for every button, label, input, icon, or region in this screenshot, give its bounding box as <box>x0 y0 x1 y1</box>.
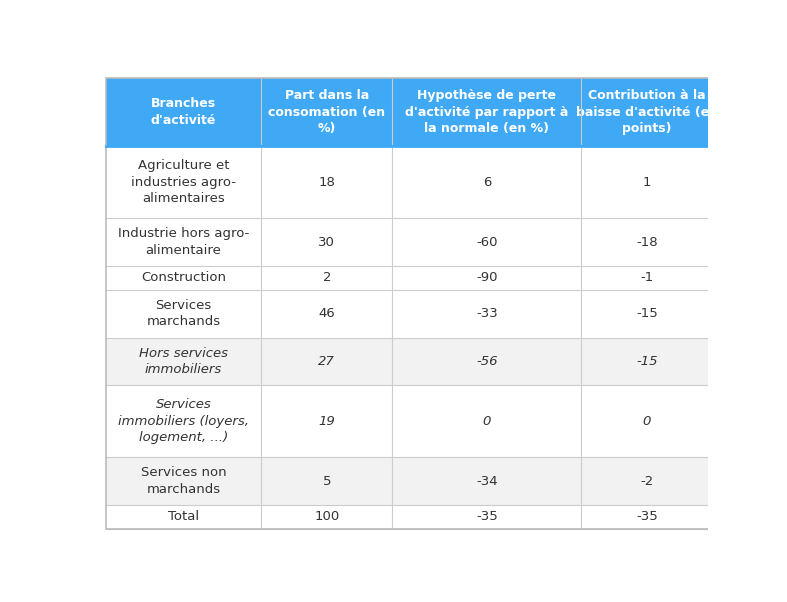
Text: 19: 19 <box>319 415 335 428</box>
Text: 30: 30 <box>319 235 335 249</box>
Text: -56: -56 <box>476 355 497 368</box>
Text: -15: -15 <box>636 355 658 368</box>
Bar <box>105 78 712 146</box>
Text: -60: -60 <box>476 235 497 249</box>
Text: Part dans la
consomation (en
%): Part dans la consomation (en %) <box>268 89 386 135</box>
Text: -35: -35 <box>636 510 658 523</box>
Text: -1: -1 <box>641 272 654 284</box>
Text: -2: -2 <box>641 474 654 488</box>
Text: 1: 1 <box>643 176 652 189</box>
Text: Industrie hors agro-
alimentaire: Industrie hors agro- alimentaire <box>118 228 249 257</box>
Text: Services
marchands: Services marchands <box>146 299 220 329</box>
Bar <box>105 146 712 218</box>
Text: 100: 100 <box>314 510 339 523</box>
Text: -15: -15 <box>636 307 658 320</box>
Text: -33: -33 <box>476 307 497 320</box>
Text: -18: -18 <box>636 235 658 249</box>
Text: 6: 6 <box>482 176 491 189</box>
Text: Hypothèse de perte
d'activité par rapport à
la normale (en %): Hypothèse de perte d'activité par rappor… <box>405 89 568 135</box>
Text: 5: 5 <box>323 474 331 488</box>
Text: Total: Total <box>168 510 199 523</box>
Text: Branches
d'activité: Branches d'activité <box>151 98 216 127</box>
Text: -90: -90 <box>476 272 497 284</box>
Bar <box>105 338 712 385</box>
Text: Services non
marchands: Services non marchands <box>141 467 227 496</box>
Text: 2: 2 <box>323 272 331 284</box>
Text: -34: -34 <box>476 474 497 488</box>
Text: Services
immobiliers (loyers,
logement, ...): Services immobiliers (loyers, logement, … <box>118 399 249 444</box>
Bar <box>105 457 712 505</box>
Text: 18: 18 <box>319 176 335 189</box>
Text: Construction: Construction <box>141 272 226 284</box>
Bar <box>105 266 712 290</box>
Bar <box>105 290 712 338</box>
Text: Agriculture et
industries agro-
alimentaires: Agriculture et industries agro- alimenta… <box>131 160 236 205</box>
Text: -35: -35 <box>476 510 497 523</box>
Text: 0: 0 <box>643 415 651 428</box>
Bar <box>105 505 712 529</box>
Text: Contribution à la
baisse d'activité (en
points): Contribution à la baisse d'activité (en … <box>576 89 718 135</box>
Bar <box>105 385 712 457</box>
Text: 27: 27 <box>319 355 335 368</box>
Text: Hors services
immobiliers: Hors services immobiliers <box>139 347 228 376</box>
Bar <box>105 218 712 266</box>
Text: 0: 0 <box>482 415 491 428</box>
Text: 46: 46 <box>319 307 335 320</box>
